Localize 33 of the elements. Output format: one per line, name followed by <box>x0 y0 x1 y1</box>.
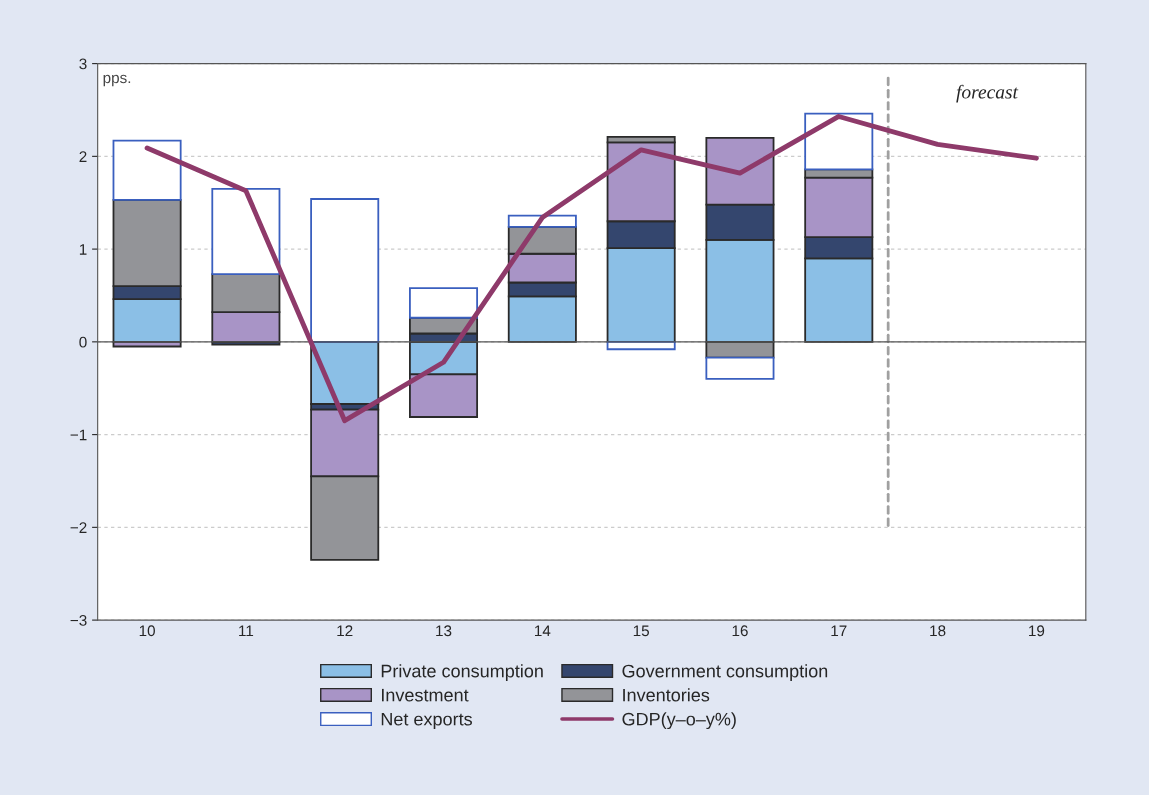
x-tick-label: 13 <box>436 625 452 637</box>
line-series <box>144 114 1039 424</box>
x-tick-label: 18 <box>930 625 946 637</box>
x-tick-label: 11 <box>239 625 254 637</box>
y-tick-label: 0 <box>79 336 87 348</box>
annotation: forecast <box>956 84 1019 103</box>
bar <box>112 139 182 201</box>
x-tick-label: 16 <box>732 625 748 637</box>
y-tick-label: 1 <box>79 244 87 255</box>
bar <box>211 187 281 276</box>
x-tick-label: 15 <box>633 625 649 637</box>
y-tick-label: 2 <box>79 151 87 162</box>
legend-label: Inventories <box>623 688 710 702</box>
y-tick-label: −3 <box>70 614 87 626</box>
annotation: pps. <box>103 74 131 87</box>
x-tick-label: 17 <box>831 625 847 637</box>
x-tick-label: 14 <box>535 625 551 637</box>
legend-label: Net exports <box>381 712 472 730</box>
x-tick-label: 12 <box>337 625 353 637</box>
x-tick-label: 19 <box>1029 625 1045 637</box>
bar <box>409 287 479 319</box>
y-tick-label: −1 <box>70 429 87 441</box>
legend-label: Private consumption <box>381 664 543 682</box>
legend-label: GDP(y–o–y%) <box>622 712 736 730</box>
bar <box>310 198 380 343</box>
y-tick-label: −2 <box>70 522 87 533</box>
legend-label: Government consumption <box>622 664 828 682</box>
bar <box>804 112 874 171</box>
bar <box>507 214 577 228</box>
bar <box>705 356 775 380</box>
legend-label: Investment <box>381 688 469 702</box>
x-tick-label: 10 <box>139 625 155 637</box>
y-tick-label: 3 <box>79 58 87 70</box>
